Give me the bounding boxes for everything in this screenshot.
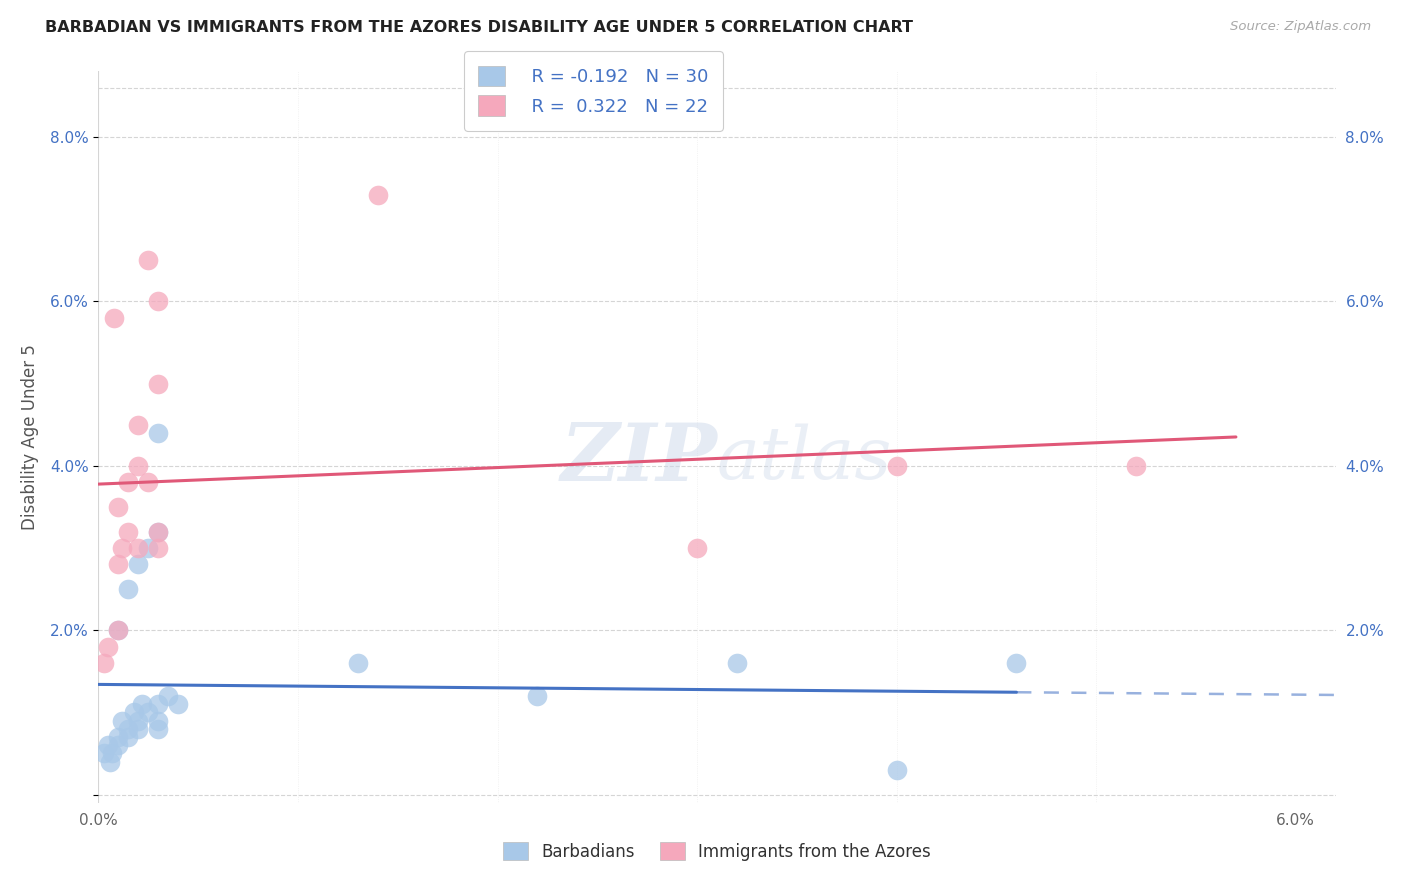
Point bbox=[103, 310, 125, 325]
Point bbox=[148, 294, 170, 309]
Point bbox=[367, 187, 389, 202]
Point bbox=[111, 541, 134, 555]
Point bbox=[148, 376, 170, 391]
Text: ZIP: ZIP bbox=[560, 420, 717, 498]
Point bbox=[148, 524, 170, 539]
Legend: Barbadians, Immigrants from the Azores: Barbadians, Immigrants from the Azores bbox=[496, 836, 938, 868]
Point bbox=[127, 458, 149, 473]
Point bbox=[886, 763, 908, 777]
Point bbox=[107, 500, 129, 514]
Point bbox=[148, 714, 170, 728]
Point bbox=[127, 558, 149, 572]
Point bbox=[136, 541, 159, 555]
Point bbox=[107, 558, 129, 572]
Point bbox=[148, 425, 170, 440]
Point bbox=[117, 722, 139, 736]
Point bbox=[127, 714, 149, 728]
Point bbox=[157, 689, 180, 703]
Point bbox=[127, 417, 149, 432]
Point bbox=[117, 730, 139, 744]
Point bbox=[97, 739, 120, 753]
Point bbox=[107, 739, 129, 753]
Point bbox=[136, 475, 159, 490]
Point bbox=[107, 624, 129, 638]
Point bbox=[148, 697, 170, 711]
Point bbox=[136, 706, 159, 720]
Point bbox=[127, 722, 149, 736]
Point bbox=[886, 458, 908, 473]
Point bbox=[117, 582, 139, 596]
Point bbox=[136, 253, 159, 268]
Point bbox=[1125, 458, 1147, 473]
Point bbox=[101, 747, 124, 761]
Point bbox=[107, 730, 129, 744]
Point bbox=[725, 656, 748, 670]
Point bbox=[148, 722, 170, 736]
Point bbox=[127, 541, 149, 555]
Point bbox=[131, 697, 153, 711]
Text: BARBADIAN VS IMMIGRANTS FROM THE AZORES DISABILITY AGE UNDER 5 CORRELATION CHART: BARBADIAN VS IMMIGRANTS FROM THE AZORES … bbox=[45, 20, 912, 35]
Point bbox=[100, 755, 122, 769]
Point bbox=[526, 689, 548, 703]
Point bbox=[117, 475, 139, 490]
Point bbox=[97, 640, 120, 654]
Point bbox=[107, 624, 129, 638]
Point bbox=[124, 706, 146, 720]
Point bbox=[93, 747, 115, 761]
Point bbox=[167, 697, 190, 711]
Point bbox=[117, 524, 139, 539]
Point bbox=[93, 656, 115, 670]
Text: atlas: atlas bbox=[717, 424, 893, 494]
Text: Source: ZipAtlas.com: Source: ZipAtlas.com bbox=[1230, 20, 1371, 33]
Point bbox=[1005, 656, 1028, 670]
Point bbox=[148, 524, 170, 539]
Point bbox=[347, 656, 370, 670]
Point bbox=[111, 714, 134, 728]
Point bbox=[686, 541, 709, 555]
Point bbox=[148, 541, 170, 555]
Y-axis label: Disability Age Under 5: Disability Age Under 5 bbox=[21, 344, 39, 530]
